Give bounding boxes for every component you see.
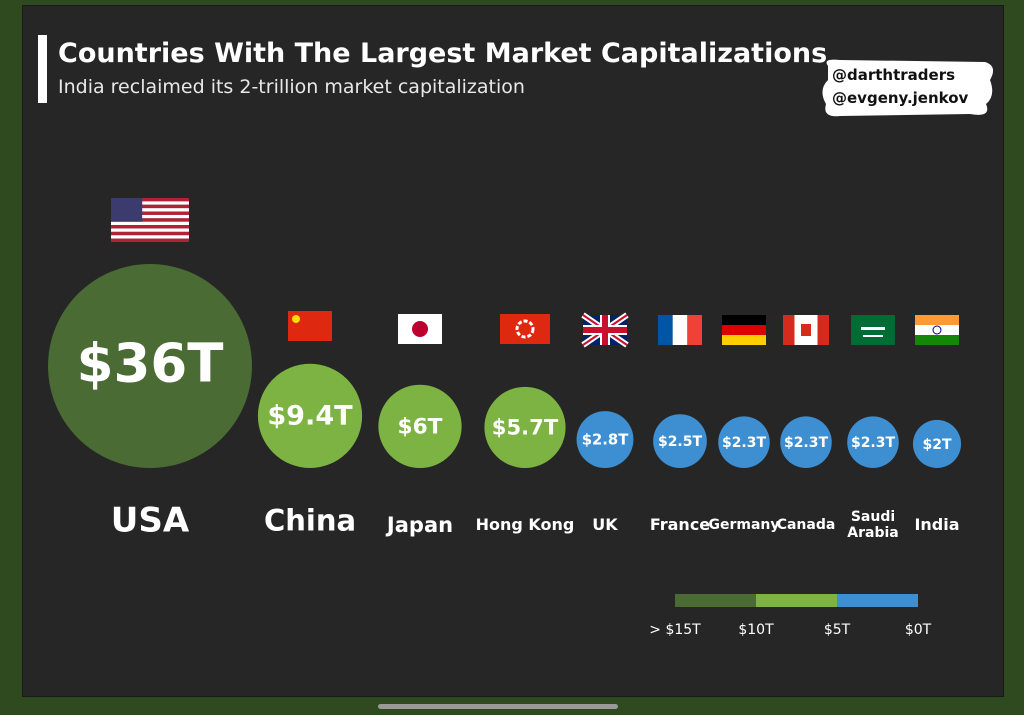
flag-part	[915, 315, 959, 325]
flag-part	[111, 214, 189, 219]
value-label: $36T	[77, 333, 224, 395]
bubble	[847, 416, 899, 468]
legend-label: $5T	[824, 622, 851, 638]
flag	[581, 312, 629, 348]
flag-part	[932, 325, 942, 335]
flag-part	[861, 327, 885, 330]
category-label: China	[263, 503, 357, 538]
legend-label: $0T	[905, 622, 932, 638]
bubble	[576, 411, 634, 468]
flag-part	[111, 201, 189, 205]
bubble	[484, 386, 566, 468]
category-label: France	[649, 514, 711, 534]
watermark-bg	[822, 59, 994, 117]
flag-part	[817, 315, 829, 345]
flag	[398, 314, 442, 344]
flag-part	[783, 315, 795, 345]
category-label: USA	[110, 500, 190, 541]
legend-label: > $15T	[649, 622, 701, 638]
bubble	[48, 264, 252, 468]
legend-swatch	[675, 594, 756, 607]
flag-part	[111, 235, 189, 239]
category-label: UK	[592, 514, 618, 534]
flag	[288, 311, 332, 341]
value-label: $2.3T	[784, 435, 829, 451]
legend-swatch	[837, 594, 918, 607]
flag-part	[111, 225, 189, 229]
flag-part	[111, 198, 143, 222]
value-label: $2.5T	[658, 434, 703, 450]
flag-part	[412, 321, 428, 337]
legend-label: $10T	[738, 622, 774, 638]
legend-swatch	[756, 594, 837, 607]
bubble	[780, 416, 832, 468]
category-label: Hong Kong	[475, 514, 575, 534]
value-label: $9.4T	[267, 400, 353, 431]
flag-part	[500, 314, 550, 344]
flag-part	[658, 315, 673, 345]
flag-part	[111, 198, 189, 202]
home-indicator	[378, 704, 618, 709]
chart-subtitle: India reclaimed its 2-trillion market ca…	[58, 76, 525, 98]
flag-part	[722, 315, 766, 325]
value-label: $5.7T	[492, 414, 559, 439]
flag	[111, 198, 189, 242]
watermark: @evgeny.jenkov	[832, 89, 969, 107]
chart-title: Countries With The Largest Market Capita…	[58, 38, 827, 69]
flag-part	[111, 238, 189, 242]
flag-part	[111, 221, 189, 226]
value-label: $2.8T	[582, 432, 629, 449]
title-bar	[38, 35, 47, 103]
flag-part	[111, 208, 189, 212]
value-label: $6T	[398, 414, 443, 439]
flag	[658, 315, 702, 345]
bubble	[912, 419, 962, 468]
value-label: $2T	[922, 437, 951, 453]
category-label: Japan	[386, 512, 454, 537]
bubble	[257, 363, 363, 469]
category-label: Canada	[776, 516, 836, 533]
value-label: $2.3T	[722, 435, 767, 451]
watermark: @darthtraders	[832, 66, 955, 84]
bubble	[718, 416, 770, 468]
flag-part	[801, 324, 811, 336]
flag-part	[583, 327, 627, 333]
flag-part	[915, 325, 959, 335]
flag-part	[722, 325, 766, 335]
flag	[722, 315, 766, 345]
flag	[783, 315, 829, 345]
flag-part	[292, 315, 300, 323]
category-label: India	[914, 514, 960, 534]
flag	[851, 315, 895, 345]
category-label: Saudi Arabia	[847, 508, 899, 541]
flag-part	[687, 315, 702, 345]
value-label: $2.3T	[851, 435, 896, 451]
flag-part	[915, 335, 959, 345]
bubble	[653, 414, 707, 468]
flag-part	[111, 211, 189, 215]
flag-part	[863, 335, 883, 337]
flag-part	[672, 315, 688, 345]
flag-part	[722, 335, 766, 345]
flag	[500, 314, 550, 344]
bubble	[378, 384, 462, 468]
category-label: Germany	[708, 516, 780, 533]
flag	[915, 315, 959, 345]
flag-part	[111, 204, 189, 209]
flag-part	[111, 218, 189, 222]
flag-part	[111, 231, 189, 236]
flag-part	[111, 228, 189, 232]
flag-part	[515, 319, 535, 339]
